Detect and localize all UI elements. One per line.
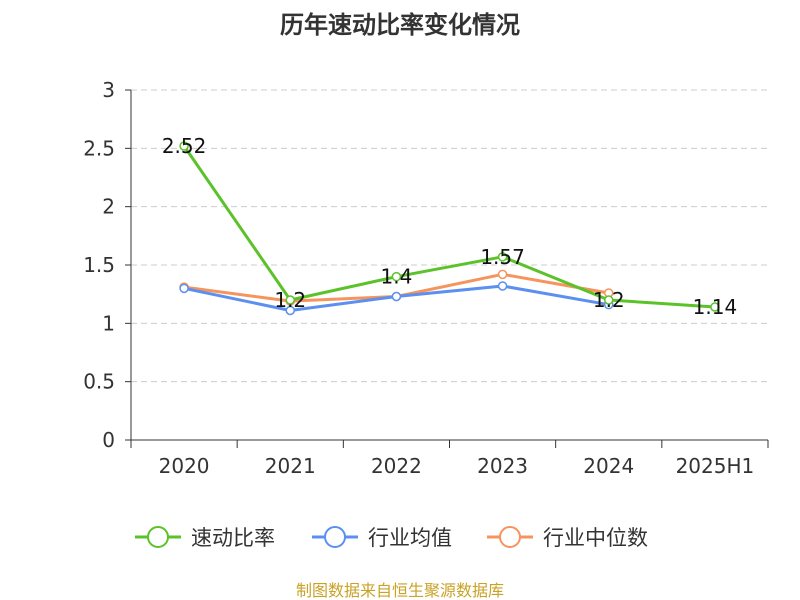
legend-swatch-marker <box>147 526 169 548</box>
legend-label: 行业均值 <box>368 526 452 550</box>
data-point <box>710 302 720 312</box>
x-tick-label: 2024 <box>583 454 634 478</box>
legend-swatch-marker <box>324 526 346 548</box>
data-point <box>604 295 614 305</box>
y-tick-label: 2.5 <box>83 136 115 160</box>
data-point <box>285 295 295 305</box>
y-tick-label: 1 <box>102 311 115 335</box>
data-point <box>391 291 402 302</box>
data-point <box>497 281 508 291</box>
x-tick-label: 2021 <box>265 454 316 478</box>
y-tick-label: 0 <box>102 428 115 452</box>
data-label: 1.2 <box>593 288 625 312</box>
series-group <box>179 141 720 316</box>
data-point <box>179 141 189 151</box>
data-point <box>285 305 295 316</box>
data-point <box>179 283 189 294</box>
x-tick-label: 2022 <box>371 454 422 478</box>
legend: 速动比率 行业均值 行业中位数 <box>135 526 648 550</box>
y-tick-label: 0.5 <box>83 370 115 394</box>
data-label: 1.2 <box>274 288 306 312</box>
axes: 0 0.5 1 1.5 2 2.5 3 2020 2021 2022 2023 2024 2025H1 <box>83 78 769 478</box>
data-labels: 2.52 1.2 1.4 1.57 1.2 1.14 <box>162 134 737 319</box>
legend-item: 行业均值 <box>312 526 452 550</box>
gridlines <box>131 89 768 383</box>
y-tick-label: 2 <box>102 195 115 219</box>
legend-item: 速动比率 <box>135 526 275 550</box>
legend-label: 速动比率 <box>191 526 275 550</box>
data-label: 1.4 <box>381 265 413 289</box>
y-tick-label: 3 <box>102 78 115 102</box>
legend-label: 行业中位数 <box>543 526 648 550</box>
legend-swatch-marker <box>499 526 521 548</box>
series-line-0 <box>182 145 716 309</box>
x-tick-label: 2023 <box>477 454 528 478</box>
data-label: 2.52 <box>162 134 207 158</box>
data-point <box>391 271 402 282</box>
legend-item: 行业中位数 <box>487 526 648 550</box>
source-note: 制图数据来自恒生聚源数据库 <box>296 581 504 600</box>
data-point <box>497 269 508 280</box>
data-label: 1.14 <box>693 295 738 319</box>
data-point <box>497 252 508 262</box>
x-tick-label: 2025H1 <box>676 454 755 478</box>
chart-title: 历年速动比率变化情况 <box>280 11 520 39</box>
x-tick-label: 2020 <box>159 454 210 478</box>
data-label: 1.57 <box>480 245 525 269</box>
y-tick-label: 1.5 <box>83 253 115 277</box>
